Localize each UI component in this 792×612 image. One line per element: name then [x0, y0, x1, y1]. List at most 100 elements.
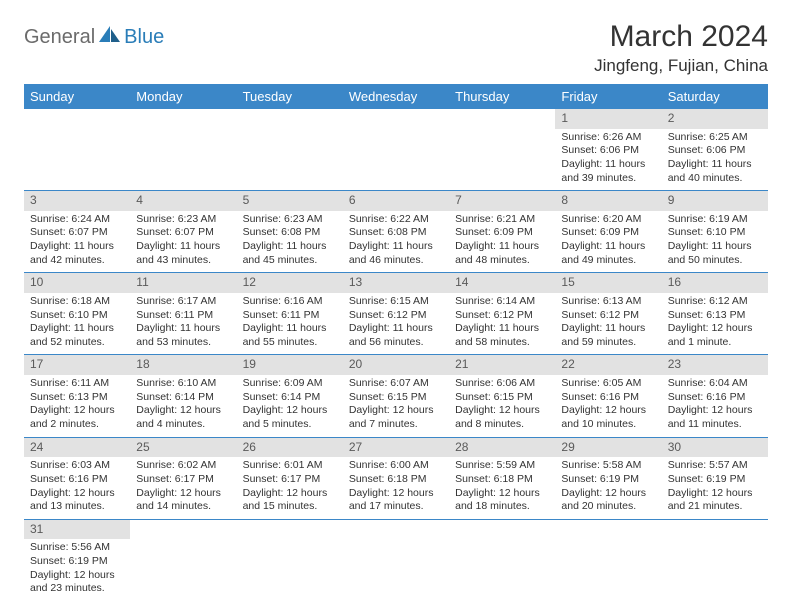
sunset-text: Sunset: 6:06 PM	[561, 144, 655, 158]
sunset-text: Sunset: 6:13 PM	[668, 309, 762, 323]
calendar-day-cell: 25Sunrise: 6:02 AMSunset: 6:17 PMDayligh…	[130, 437, 236, 519]
calendar-week-row: 1Sunrise: 6:26 AMSunset: 6:06 PMDaylight…	[24, 109, 768, 191]
logo: General Blue	[24, 20, 164, 49]
day-number: 20	[343, 355, 449, 375]
sunset-text: Sunset: 6:14 PM	[243, 391, 337, 405]
calendar-day-cell	[237, 519, 343, 601]
weekday-header: Saturday	[662, 84, 768, 109]
calendar-day-cell	[237, 109, 343, 191]
day-number: 14	[449, 273, 555, 293]
calendar-day-cell: 29Sunrise: 5:58 AMSunset: 6:19 PMDayligh…	[555, 437, 661, 519]
calendar-day-cell: 7Sunrise: 6:21 AMSunset: 6:09 PMDaylight…	[449, 191, 555, 273]
sunset-text: Sunset: 6:18 PM	[349, 473, 443, 487]
calendar-day-cell	[662, 519, 768, 601]
day-number: 9	[662, 191, 768, 211]
day-number: 8	[555, 191, 661, 211]
daylight-text: Daylight: 11 hours and 56 minutes.	[349, 322, 443, 349]
calendar-day-cell: 31Sunrise: 5:56 AMSunset: 6:19 PMDayligh…	[24, 519, 130, 601]
daylight-text: Daylight: 11 hours and 40 minutes.	[668, 158, 762, 185]
calendar-day-cell: 26Sunrise: 6:01 AMSunset: 6:17 PMDayligh…	[237, 437, 343, 519]
sunrise-text: Sunrise: 6:12 AM	[668, 295, 762, 309]
calendar-week-row: 17Sunrise: 6:11 AMSunset: 6:13 PMDayligh…	[24, 355, 768, 437]
sunrise-text: Sunrise: 5:58 AM	[561, 459, 655, 473]
sunset-text: Sunset: 6:16 PM	[668, 391, 762, 405]
sunrise-text: Sunrise: 6:26 AM	[561, 131, 655, 145]
title-block: March 2024 Jingfeng, Fujian, China	[594, 20, 768, 76]
calendar-day-cell: 10Sunrise: 6:18 AMSunset: 6:10 PMDayligh…	[24, 273, 130, 355]
sunrise-text: Sunrise: 6:13 AM	[561, 295, 655, 309]
calendar-day-cell: 1Sunrise: 6:26 AMSunset: 6:06 PMDaylight…	[555, 109, 661, 191]
calendar-day-cell: 11Sunrise: 6:17 AMSunset: 6:11 PMDayligh…	[130, 273, 236, 355]
weekday-header: Tuesday	[237, 84, 343, 109]
sunrise-text: Sunrise: 6:23 AM	[243, 213, 337, 227]
day-number: 11	[130, 273, 236, 293]
day-number: 1	[555, 109, 661, 129]
calendar-day-cell	[130, 519, 236, 601]
sunrise-text: Sunrise: 6:03 AM	[30, 459, 124, 473]
sunset-text: Sunset: 6:13 PM	[30, 391, 124, 405]
calendar-day-cell: 8Sunrise: 6:20 AMSunset: 6:09 PMDaylight…	[555, 191, 661, 273]
calendar-day-cell: 28Sunrise: 5:59 AMSunset: 6:18 PMDayligh…	[449, 437, 555, 519]
sunset-text: Sunset: 6:15 PM	[349, 391, 443, 405]
calendar-day-cell	[343, 109, 449, 191]
day-number: 21	[449, 355, 555, 375]
sunrise-text: Sunrise: 6:18 AM	[30, 295, 124, 309]
sunrise-text: Sunrise: 6:19 AM	[668, 213, 762, 227]
daylight-text: Daylight: 12 hours and 21 minutes.	[668, 487, 762, 514]
calendar-day-cell	[24, 109, 130, 191]
daylight-text: Daylight: 12 hours and 2 minutes.	[30, 404, 124, 431]
sunset-text: Sunset: 6:12 PM	[561, 309, 655, 323]
calendar-day-cell	[555, 519, 661, 601]
daylight-text: Daylight: 12 hours and 1 minute.	[668, 322, 762, 349]
calendar-day-cell: 2Sunrise: 6:25 AMSunset: 6:06 PMDaylight…	[662, 109, 768, 191]
day-number: 5	[237, 191, 343, 211]
sunrise-text: Sunrise: 6:21 AM	[455, 213, 549, 227]
daylight-text: Daylight: 12 hours and 5 minutes.	[243, 404, 337, 431]
weekday-header: Thursday	[449, 84, 555, 109]
sunrise-text: Sunrise: 6:11 AM	[30, 377, 124, 391]
calendar-day-cell: 17Sunrise: 6:11 AMSunset: 6:13 PMDayligh…	[24, 355, 130, 437]
day-number: 30	[662, 438, 768, 458]
sunset-text: Sunset: 6:12 PM	[349, 309, 443, 323]
day-number: 2	[662, 109, 768, 129]
weekday-header: Wednesday	[343, 84, 449, 109]
sunrise-text: Sunrise: 6:02 AM	[136, 459, 230, 473]
sunset-text: Sunset: 6:06 PM	[668, 144, 762, 158]
day-number: 15	[555, 273, 661, 293]
day-number: 23	[662, 355, 768, 375]
day-number: 24	[24, 438, 130, 458]
day-number: 22	[555, 355, 661, 375]
daylight-text: Daylight: 11 hours and 50 minutes.	[668, 240, 762, 267]
calendar-day-cell	[130, 109, 236, 191]
daylight-text: Daylight: 12 hours and 14 minutes.	[136, 487, 230, 514]
sunrise-text: Sunrise: 6:04 AM	[668, 377, 762, 391]
calendar-day-cell	[449, 519, 555, 601]
sunset-text: Sunset: 6:19 PM	[561, 473, 655, 487]
calendar-day-cell: 20Sunrise: 6:07 AMSunset: 6:15 PMDayligh…	[343, 355, 449, 437]
daylight-text: Daylight: 12 hours and 17 minutes.	[349, 487, 443, 514]
day-number: 7	[449, 191, 555, 211]
sunrise-text: Sunrise: 6:14 AM	[455, 295, 549, 309]
daylight-text: Daylight: 11 hours and 55 minutes.	[243, 322, 337, 349]
sunrise-text: Sunrise: 6:23 AM	[136, 213, 230, 227]
calendar-day-cell: 4Sunrise: 6:23 AMSunset: 6:07 PMDaylight…	[130, 191, 236, 273]
sunrise-text: Sunrise: 5:57 AM	[668, 459, 762, 473]
daylight-text: Daylight: 12 hours and 23 minutes.	[30, 569, 124, 596]
calendar-day-cell: 24Sunrise: 6:03 AMSunset: 6:16 PMDayligh…	[24, 437, 130, 519]
sunrise-text: Sunrise: 6:09 AM	[243, 377, 337, 391]
weekday-header: Sunday	[24, 84, 130, 109]
sunset-text: Sunset: 6:10 PM	[668, 226, 762, 240]
sunset-text: Sunset: 6:19 PM	[668, 473, 762, 487]
daylight-text: Daylight: 11 hours and 46 minutes.	[349, 240, 443, 267]
day-number: 28	[449, 438, 555, 458]
sunrise-text: Sunrise: 6:22 AM	[349, 213, 443, 227]
sunrise-text: Sunrise: 6:06 AM	[455, 377, 549, 391]
sunrise-text: Sunrise: 6:16 AM	[243, 295, 337, 309]
calendar-day-cell: 27Sunrise: 6:00 AMSunset: 6:18 PMDayligh…	[343, 437, 449, 519]
header: General Blue March 2024 Jingfeng, Fujian…	[24, 20, 768, 76]
day-number: 29	[555, 438, 661, 458]
sunset-text: Sunset: 6:11 PM	[243, 309, 337, 323]
calendar-day-cell: 14Sunrise: 6:14 AMSunset: 6:12 PMDayligh…	[449, 273, 555, 355]
sunset-text: Sunset: 6:18 PM	[455, 473, 549, 487]
daylight-text: Daylight: 11 hours and 43 minutes.	[136, 240, 230, 267]
